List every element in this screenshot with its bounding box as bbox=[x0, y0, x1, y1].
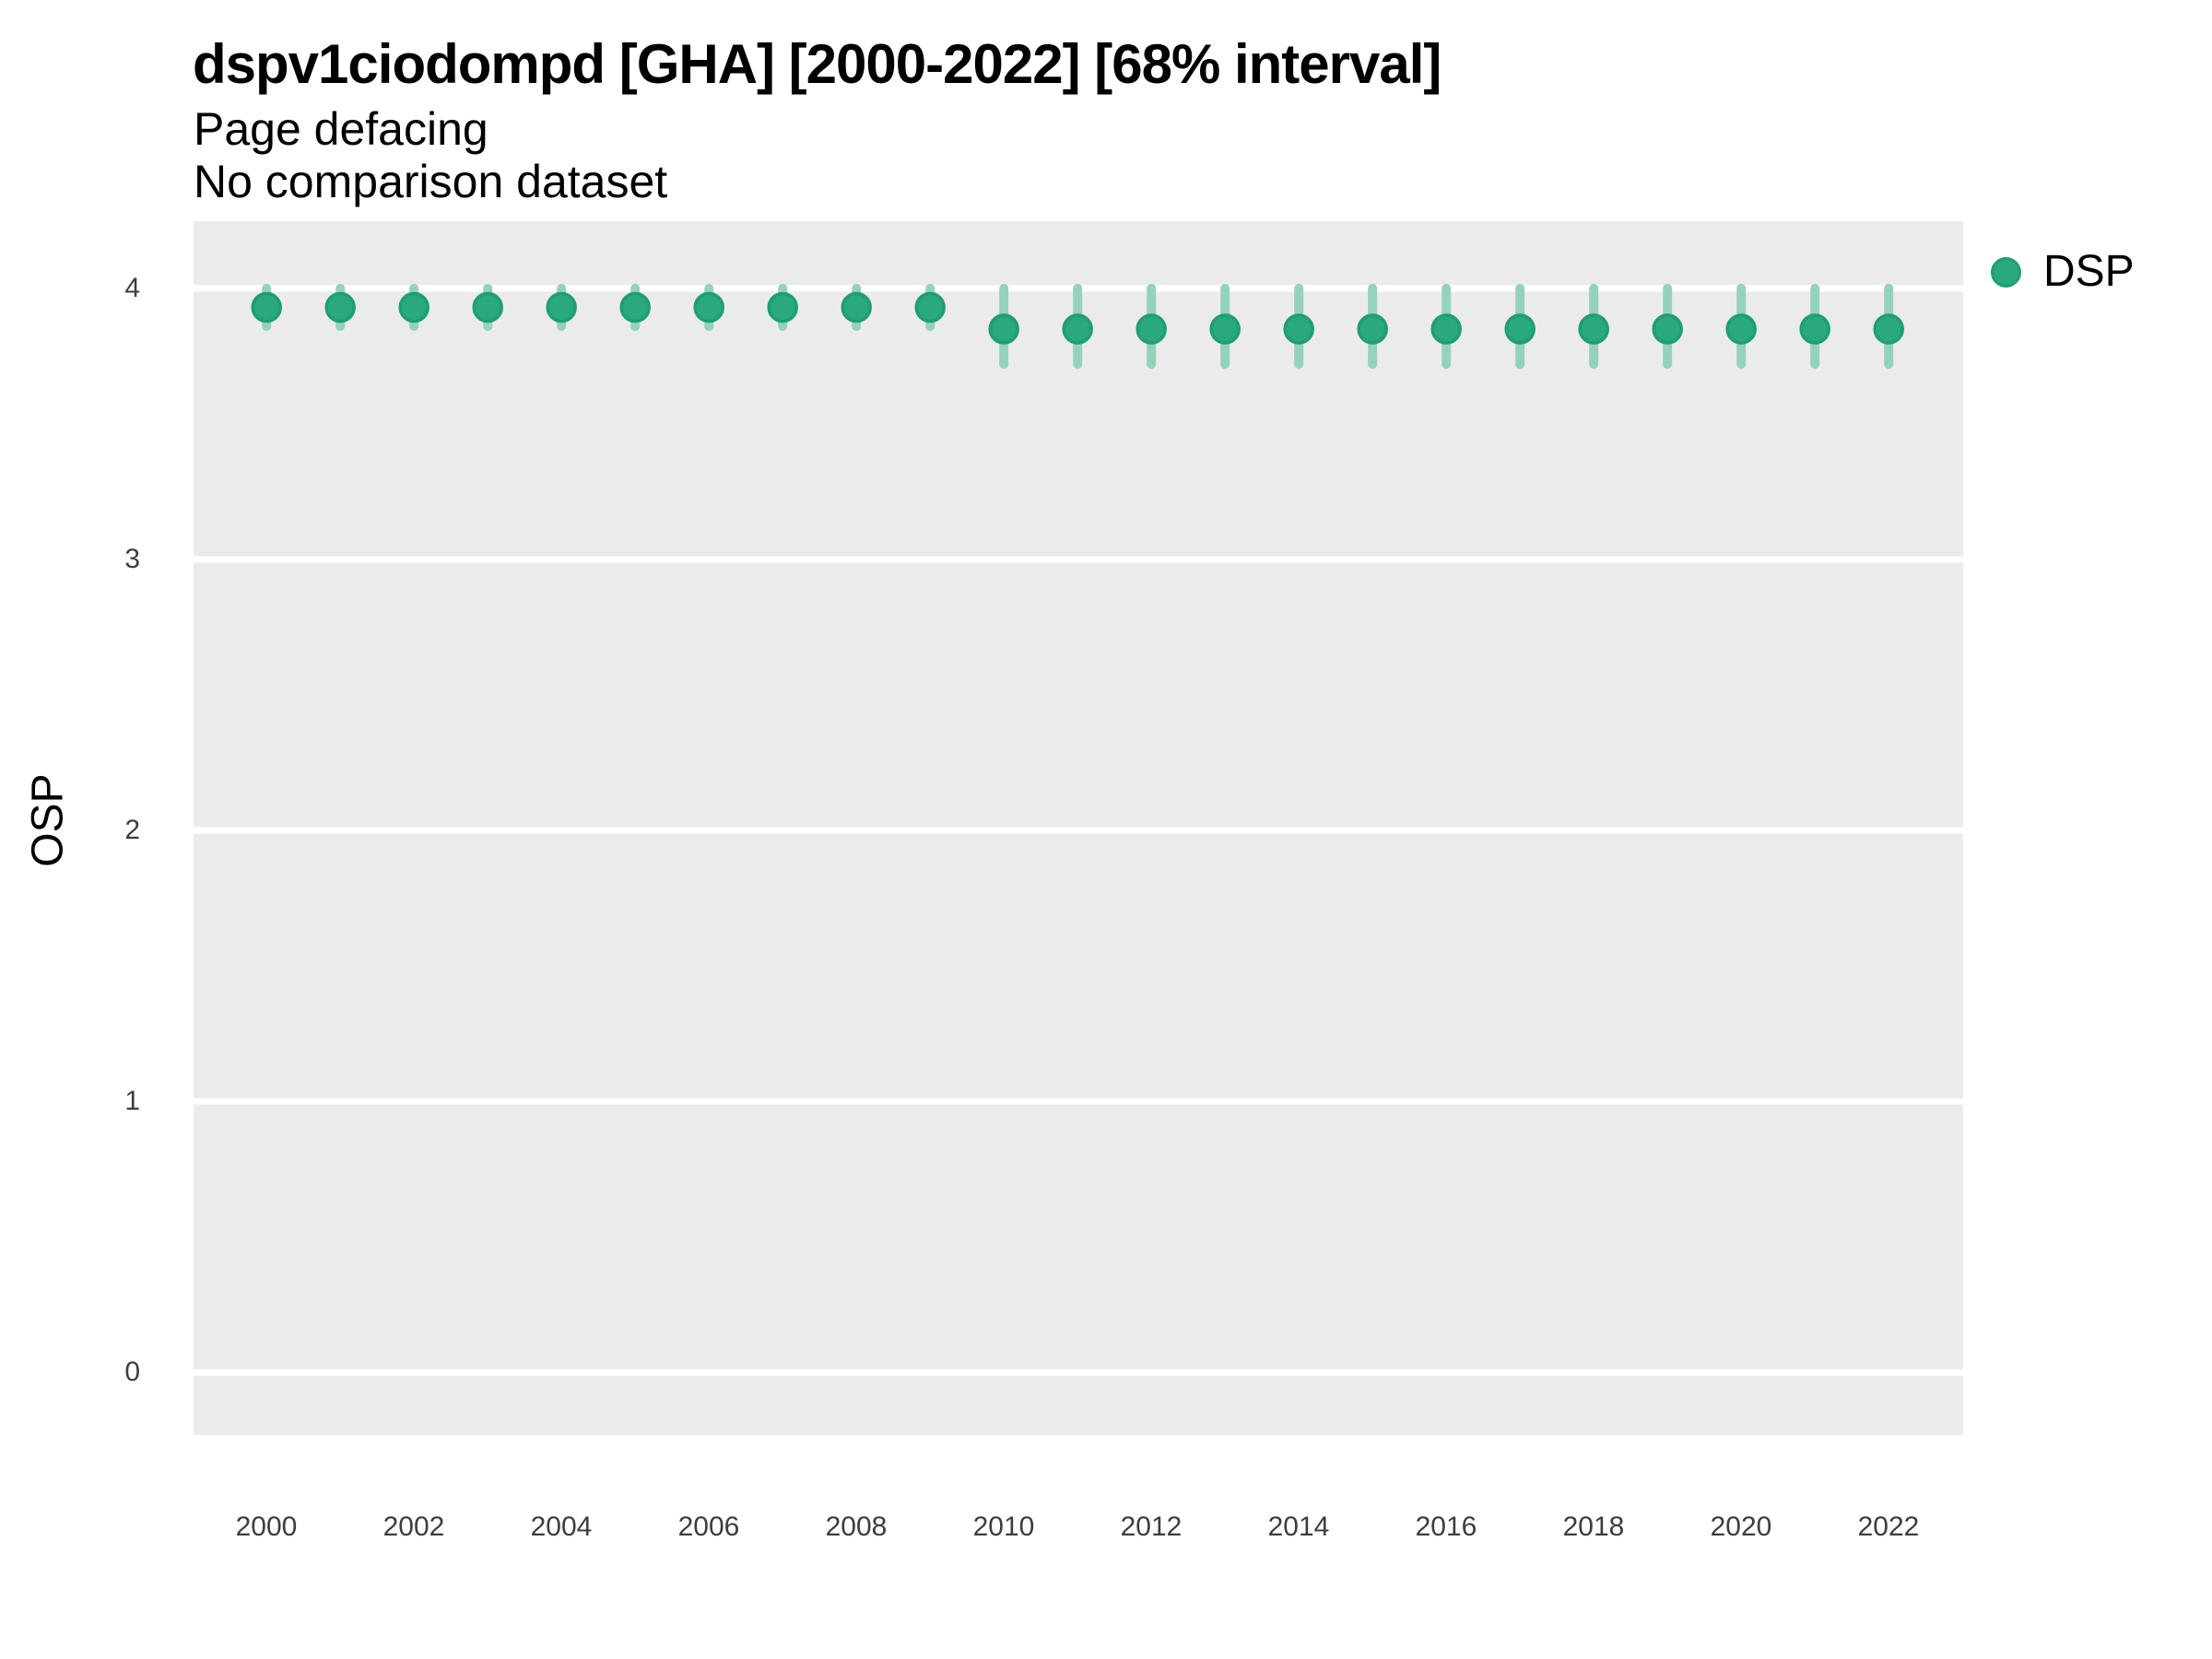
legend-label: DSP bbox=[2043, 247, 2135, 296]
x-tick-label: 2008 bbox=[825, 1512, 888, 1542]
data-point bbox=[398, 291, 429, 324]
data-point bbox=[1578, 313, 1609, 345]
data-point bbox=[1504, 313, 1535, 345]
x-tick-label: 2014 bbox=[1267, 1512, 1330, 1542]
chart-subtitle: Page defacing bbox=[194, 103, 488, 155]
data-point bbox=[1430, 313, 1462, 345]
data-point bbox=[1725, 313, 1757, 345]
chart-title: dspv1ciodompd [GHA] [2000-2022] [68% int… bbox=[193, 33, 1441, 95]
x-tick-label: 2002 bbox=[382, 1512, 445, 1542]
data-point bbox=[324, 291, 356, 324]
x-tick-label: 2010 bbox=[972, 1512, 1035, 1542]
y-tick-label: 4 bbox=[124, 273, 140, 303]
chart-caption: No comparison dataset bbox=[194, 156, 668, 207]
x-tick-label: 2022 bbox=[1857, 1512, 1920, 1542]
legend-point-icon bbox=[1991, 256, 2021, 288]
data-point bbox=[988, 313, 1019, 345]
x-tick-label: 2004 bbox=[530, 1512, 593, 1542]
data-point bbox=[472, 291, 503, 324]
data-point bbox=[251, 291, 282, 324]
data-point bbox=[546, 291, 577, 324]
data-point bbox=[693, 291, 724, 324]
data-point bbox=[914, 291, 946, 324]
y-tick-label: 3 bbox=[124, 544, 140, 574]
data-point bbox=[1209, 313, 1241, 345]
legend: DSP bbox=[1991, 245, 2135, 299]
data-point bbox=[1873, 313, 1904, 345]
data-point bbox=[619, 291, 651, 324]
y-tick-label: 0 bbox=[124, 1357, 140, 1387]
data-point bbox=[841, 291, 872, 324]
x-tick-label: 2006 bbox=[677, 1512, 740, 1542]
x-tick-label: 2016 bbox=[1415, 1512, 1477, 1542]
data-point bbox=[767, 291, 798, 324]
y-tick-label: 1 bbox=[124, 1086, 140, 1116]
data-point bbox=[1283, 313, 1314, 345]
data-point bbox=[1799, 313, 1830, 345]
x-tick-label: 2012 bbox=[1120, 1512, 1182, 1542]
data-point bbox=[1357, 313, 1388, 345]
data-point bbox=[1135, 313, 1167, 345]
y-tick-label: 2 bbox=[124, 815, 140, 845]
x-tick-label: 2020 bbox=[1710, 1512, 1772, 1542]
x-tick-label: 2000 bbox=[235, 1512, 298, 1542]
data-point bbox=[1062, 313, 1093, 345]
x-tick-label: 2018 bbox=[1562, 1512, 1625, 1542]
data-point bbox=[1652, 313, 1683, 345]
